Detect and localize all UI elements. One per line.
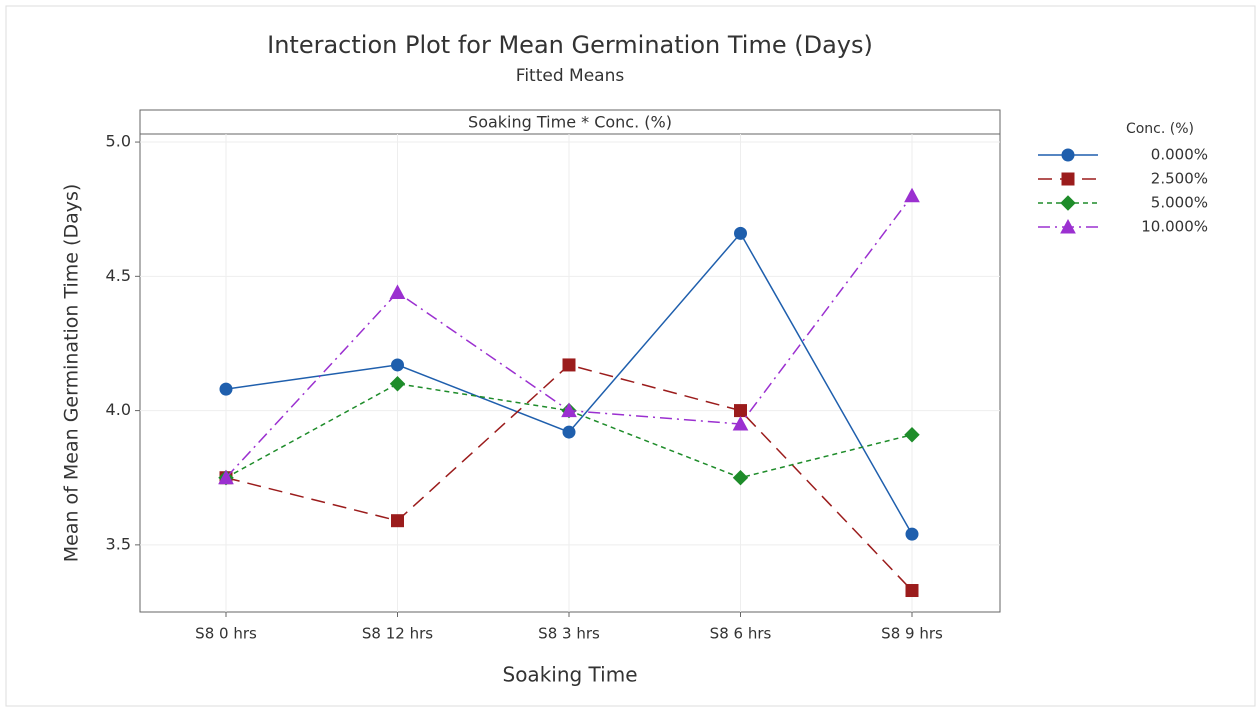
marker	[1060, 218, 1076, 234]
marker	[734, 226, 747, 240]
marker	[562, 358, 576, 372]
marker	[389, 376, 406, 392]
legend-label: 5.000%	[1151, 194, 1208, 212]
marker	[1061, 172, 1075, 186]
x-tick-label: S8 3 hrs	[538, 625, 600, 643]
chart-title: Interaction Plot for Mean Germination Ti…	[267, 31, 873, 59]
legend-title: Conc. (%)	[1126, 121, 1194, 137]
panel-strip	[139, 109, 1001, 135]
x-tick-label: S8 12 hrs	[362, 625, 433, 643]
marker	[904, 427, 920, 443]
marker	[905, 584, 919, 598]
y-tick-label: 4.5	[106, 266, 131, 285]
y-axis-title: Mean of Mean Germination Time (Days)	[61, 184, 83, 563]
y-tick-label: 3.5	[106, 534, 131, 553]
marker	[905, 527, 919, 541]
marker	[904, 187, 920, 203]
marker	[562, 425, 576, 439]
x-tick-label: S8 0 hrs	[195, 625, 257, 643]
marker	[391, 514, 404, 528]
x-tick-label: S8 9 hrs	[881, 625, 943, 643]
x-axis-title: Soaking Time	[503, 663, 638, 687]
y-tick-label: 5.0	[106, 132, 131, 151]
chart-subtitle: Fitted Means	[516, 66, 625, 86]
x-tick-label: S8 6 hrs	[710, 625, 772, 643]
marker	[218, 469, 234, 485]
marker	[389, 284, 406, 299]
panel-label: Soaking Time * Conc. (%)	[468, 113, 672, 132]
marker	[219, 382, 233, 396]
marker	[734, 404, 747, 418]
legend-label: 10.000%	[1141, 218, 1208, 236]
marker	[391, 358, 404, 372]
marker	[732, 470, 749, 486]
legend-label: 2.500%	[1151, 170, 1208, 188]
marker	[561, 402, 577, 418]
y-tick-label: 4.0	[106, 400, 131, 419]
legend-label: 0.000%	[1151, 146, 1208, 164]
marker	[1061, 148, 1075, 162]
marker	[1060, 195, 1076, 211]
marker	[732, 415, 749, 431]
